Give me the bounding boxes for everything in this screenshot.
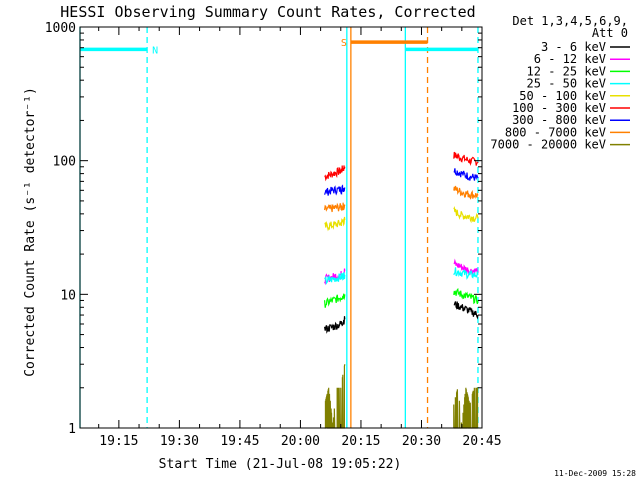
series-5-segment-0 xyxy=(324,272,346,285)
series-2-segment-1 xyxy=(453,185,479,200)
overlay-bar-label-1: S xyxy=(341,38,347,49)
series-1-segment-0 xyxy=(324,184,346,196)
x-tick-label-2: 19:45 xyxy=(220,434,259,449)
legend-header-line-2: Att 0 xyxy=(592,26,628,40)
x-tick-labels: 19:15 19:30 19:45 20:00 20:15 20:30 20:45 xyxy=(99,434,501,449)
legend-label-1: 6 - 12 keV xyxy=(534,52,606,66)
series-7-segment-1 xyxy=(453,301,479,320)
series-0-segment-0 xyxy=(324,165,346,182)
series-6-segment-1 xyxy=(453,287,479,305)
legend-label-8: 7000 - 20000 keV xyxy=(490,138,606,152)
y-tick-label-2: 100 xyxy=(53,155,76,170)
plot-frame xyxy=(79,26,483,429)
plot-marks: NS xyxy=(79,27,479,429)
footer-date: 11-Dec-2009 15:28 xyxy=(554,469,636,478)
x-tick-label-5: 20:30 xyxy=(402,434,441,449)
legend-header-line-1: Det 1,3,4,5,6,9, xyxy=(512,14,628,28)
overlay-bar-label-0: N xyxy=(152,45,158,56)
chart-title: HESSI Observing Summary Count Rates, Cor… xyxy=(60,3,475,21)
x-axis-label: Start Time (21-Jul-08 19:05:22) xyxy=(159,457,402,472)
series-6-segment-0 xyxy=(324,293,346,308)
y-tick-label-0: 1 xyxy=(68,422,76,437)
x-tick-label-0: 19:15 xyxy=(99,434,138,449)
series-8-segment-1 xyxy=(453,387,479,429)
series-4-segment-1 xyxy=(453,258,479,276)
series-0-segment-1 xyxy=(453,151,479,167)
legend-label-6: 300 - 800 keV xyxy=(512,113,606,127)
x-tick-label-6: 20:45 xyxy=(462,434,501,449)
y-tick-labels: 1 10 100 1000 xyxy=(45,21,76,437)
axis-ticks xyxy=(80,26,483,429)
legend-label-0: 3 - 6 keV xyxy=(541,40,606,54)
legend-label-2: 12 - 25 keV xyxy=(527,64,606,78)
y-axis-label: Corrected Count Rate (s⁻¹ detector⁻¹) xyxy=(23,87,38,377)
series-8-segment-0 xyxy=(324,364,346,429)
legend-label-3: 25 - 50 keV xyxy=(527,77,606,91)
series-5-segment-1 xyxy=(453,267,479,280)
series-3-segment-1 xyxy=(453,206,479,224)
series-1-segment-1 xyxy=(453,168,479,181)
series-7-segment-0 xyxy=(324,316,346,334)
legend-label-7: 800 - 7000 keV xyxy=(505,125,606,139)
y-tick-label-3: 1000 xyxy=(45,21,76,36)
legend-label-5: 100 - 300 keV xyxy=(512,101,606,115)
legend-label-4: 50 - 100 keV xyxy=(519,89,606,103)
x-tick-label-3: 20:00 xyxy=(281,434,320,449)
x-tick-label-4: 20:15 xyxy=(341,434,380,449)
series-3-segment-0 xyxy=(324,216,346,232)
x-tick-label-1: 19:30 xyxy=(160,434,199,449)
y-tick-label-1: 10 xyxy=(60,288,76,303)
series-2-segment-0 xyxy=(324,202,346,213)
